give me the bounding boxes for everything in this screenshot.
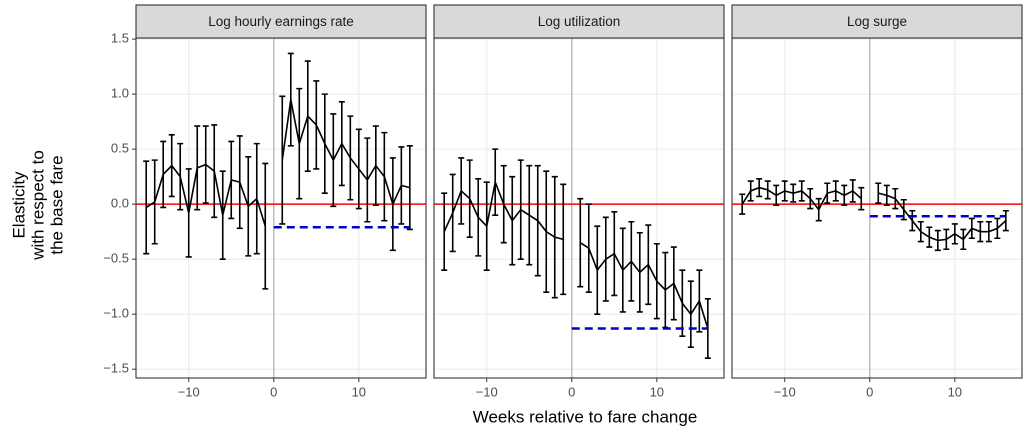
strip-title: Log surge bbox=[847, 14, 907, 29]
x-tick-label: 0 bbox=[866, 384, 873, 399]
y-axis-title-line: the base fare bbox=[47, 155, 66, 254]
error-bar bbox=[406, 145, 413, 231]
x-tick-label: −10 bbox=[774, 384, 796, 399]
y-axis-title-line: Elasticity bbox=[9, 171, 28, 239]
error-bar bbox=[560, 183, 567, 296]
y-tick-label: 1.0 bbox=[111, 86, 129, 101]
error-bar bbox=[143, 160, 150, 255]
error-bar bbox=[704, 297, 711, 359]
panel-background bbox=[732, 38, 1022, 378]
error-bar bbox=[739, 193, 746, 215]
panel-background bbox=[136, 38, 426, 378]
series-line bbox=[443, 179, 709, 329]
strip bbox=[433, 4, 725, 39]
y-tick-label: −1.0 bbox=[103, 306, 129, 321]
y-axis-title-line: with respect to bbox=[28, 150, 47, 261]
x-tick-label: 10 bbox=[352, 384, 366, 399]
strip bbox=[731, 4, 1023, 39]
y-tick-label: −0.5 bbox=[103, 251, 129, 266]
error-bar bbox=[262, 162, 269, 290]
x-tick-label: 0 bbox=[568, 384, 575, 399]
strip-title: Log utilization bbox=[538, 14, 621, 29]
y-tick-label: 1.5 bbox=[111, 31, 129, 46]
x-tick-label: −10 bbox=[178, 384, 200, 399]
error-bar bbox=[441, 192, 448, 271]
y-tick-label: 0.5 bbox=[111, 141, 129, 156]
x-tick-label: −10 bbox=[476, 384, 498, 399]
error-bar bbox=[279, 95, 286, 225]
y-axis-title: Elasticity with respect to the base fare bbox=[9, 150, 66, 261]
y-tick-label: −1.5 bbox=[103, 361, 129, 376]
series-line bbox=[741, 186, 1007, 242]
x-tick-label: 10 bbox=[948, 384, 962, 399]
panel-background bbox=[434, 38, 724, 378]
strip bbox=[135, 4, 427, 39]
x-tick-label: 0 bbox=[270, 384, 277, 399]
x-tick-label: 10 bbox=[650, 384, 664, 399]
y-tick-label: 0.0 bbox=[111, 196, 129, 211]
x-axis-title: Weeks relative to fare change bbox=[473, 407, 698, 426]
series-line bbox=[145, 99, 411, 227]
strip-title: Log hourly earnings rate bbox=[208, 14, 354, 29]
